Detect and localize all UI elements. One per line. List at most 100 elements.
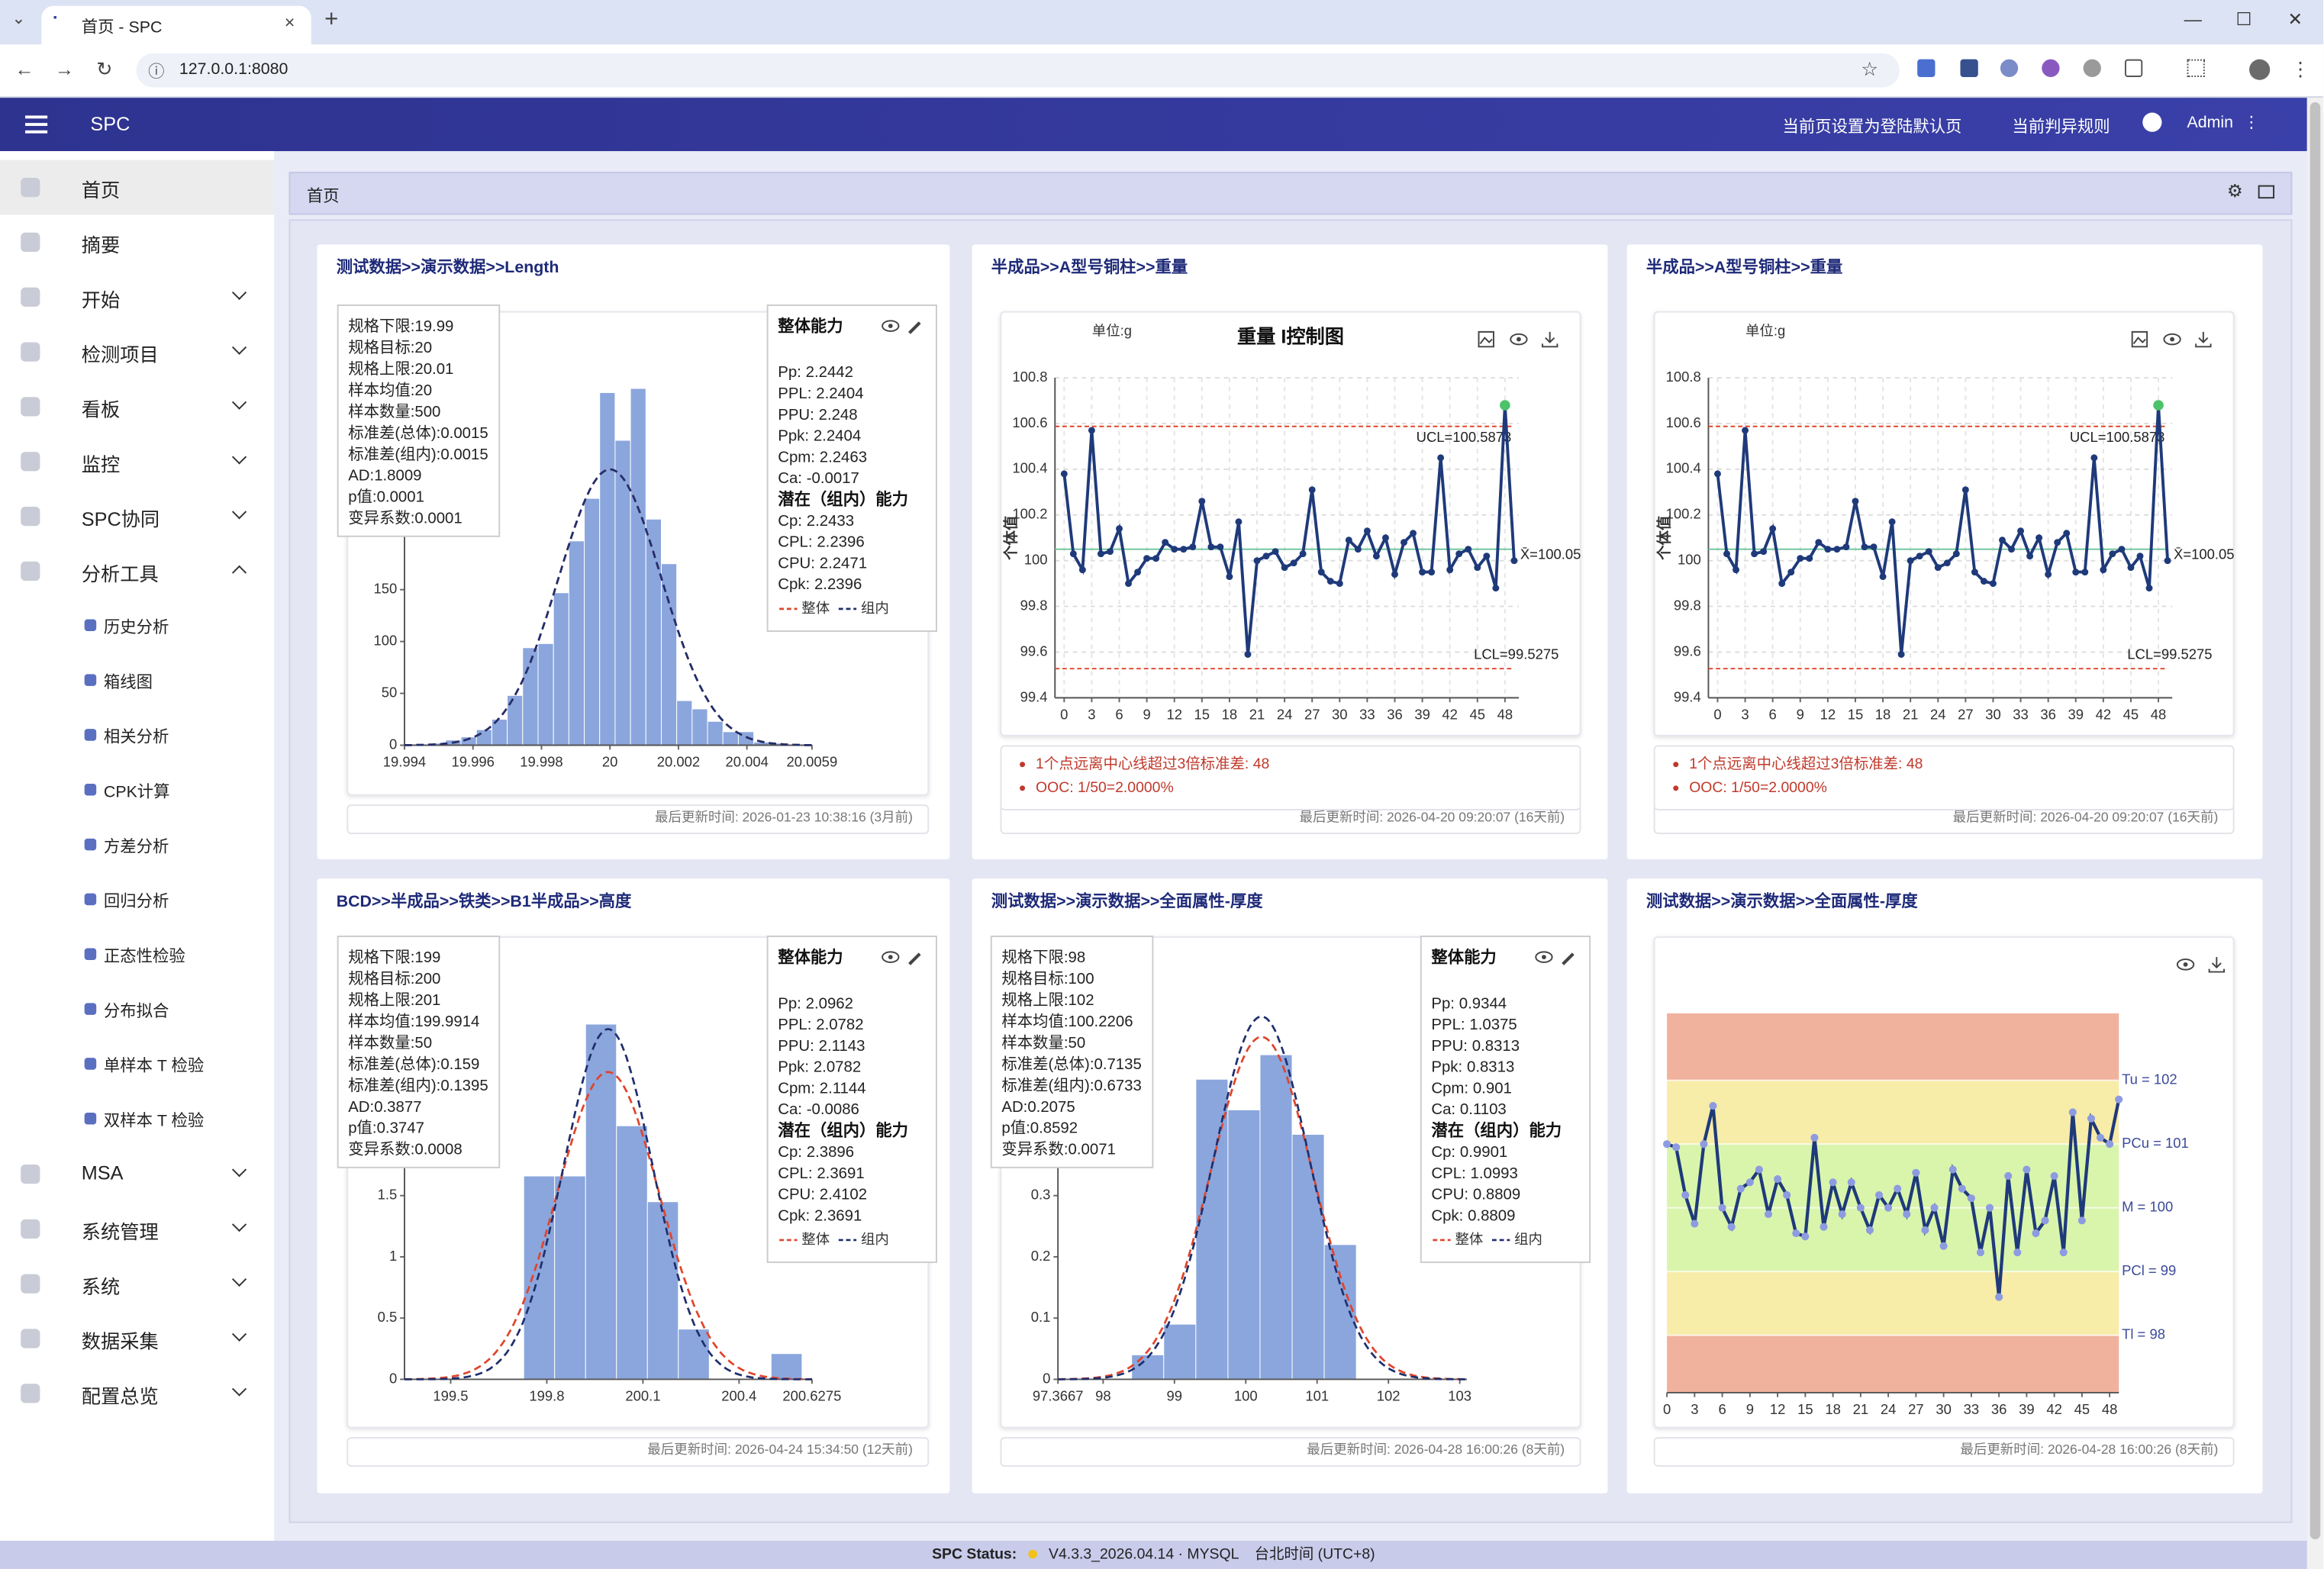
stat-value: 0.7135 — [1094, 1056, 1141, 1073]
nav-subitem[interactable]: CPK计算 — [0, 763, 274, 818]
tool-icon[interactable] — [1542, 331, 1558, 348]
capability-item: Cp: 2.3896 — [778, 1144, 854, 1161]
fullscreen[interactable] — [2258, 185, 2275, 199]
scrollbar[interactable] — [2306, 98, 2324, 1569]
nav-subitem[interactable]: 回归分析 — [0, 872, 274, 927]
point — [1870, 543, 1878, 551]
close-window[interactable]: ✕ — [2287, 8, 2303, 30]
nav-item[interactable]: 看板 — [0, 379, 274, 434]
tool-icon[interactable] — [2208, 957, 2226, 973]
menu-toggle[interactable] — [25, 115, 48, 119]
browser-menu[interactable]: ⋮ — [2290, 57, 2310, 80]
tool-icon[interactable] — [1535, 951, 1553, 963]
nav-item[interactable]: MSA — [0, 1147, 274, 1202]
scroll-thumb[interactable] — [2309, 101, 2321, 1540]
tool-icon[interactable] — [882, 951, 900, 963]
x-tick-label: 20.002 — [657, 754, 700, 770]
settings[interactable]: ⚙ — [2226, 180, 2243, 202]
point — [2008, 546, 2015, 553]
tool-icon[interactable] — [2195, 331, 2212, 348]
extensions — [1917, 59, 2273, 80]
tool-icon[interactable] — [1510, 333, 1528, 346]
tab[interactable]: ▪ 首页 - SPC × — [41, 5, 311, 45]
stat-label: AD: — [348, 1099, 374, 1116]
nav-item[interactable]: 检测项目 — [0, 324, 274, 379]
nav-label: 配置总览 — [81, 1385, 159, 1408]
ext[interactable] — [2000, 59, 2019, 77]
ext[interactable] — [2083, 59, 2101, 77]
point — [1778, 580, 1786, 588]
tool-icon[interactable] — [2176, 958, 2195, 971]
user-menu[interactable]: ⋮ — [2243, 114, 2260, 132]
nav-item[interactable]: SPC协同 — [0, 489, 274, 544]
nav-item[interactable]: 系统 — [0, 1256, 274, 1311]
ext[interactable] — [1917, 59, 1936, 77]
ext[interactable] — [1960, 59, 1978, 77]
point — [2045, 571, 2052, 578]
nav-subitem[interactable]: 相关分析 — [0, 708, 274, 763]
user[interactable]: Admin — [2187, 114, 2234, 132]
nav-subitem[interactable]: 箱线图 — [0, 653, 274, 708]
tool-icon[interactable] — [882, 320, 900, 332]
theme-button[interactable] — [2142, 112, 2162, 132]
reload[interactable]: ↻ — [96, 57, 113, 80]
point — [1226, 573, 1233, 581]
x-tick-label: 24 — [1277, 707, 1293, 723]
x-tick-label: 15 — [1194, 707, 1210, 723]
nav-subitem[interactable]: 正态性检验 — [0, 927, 274, 982]
ext[interactable] — [2042, 59, 2060, 77]
minimize[interactable]: — — [2184, 8, 2202, 30]
nav-subitem[interactable]: 双样本 T 检验 — [0, 1092, 274, 1147]
alert-point: 48 — [1253, 756, 1270, 772]
ext[interactable] — [2187, 59, 2205, 77]
tool-icon[interactable] — [2131, 330, 2148, 348]
capability-item: Cpm: 2.2463 — [778, 449, 867, 466]
site-info[interactable]: ⓘ — [148, 63, 165, 82]
capability-value: 2.2433 — [807, 513, 854, 530]
capability-item: Pp: 2.2442 — [778, 365, 853, 382]
tool-icon[interactable] — [908, 321, 921, 334]
omnibox[interactable]: ⓘ 127.0.0.1:8080 ☆ — [136, 53, 1900, 88]
nav-item[interactable]: 开始 — [0, 269, 274, 324]
nav-subitem[interactable]: 分布拟合 — [0, 982, 274, 1037]
nav-item[interactable]: 数据采集 — [0, 1311, 274, 1366]
new-tab[interactable]: + — [324, 7, 339, 33]
tool-icon[interactable] — [908, 952, 921, 965]
bar — [1227, 1109, 1261, 1380]
nav-icon — [21, 561, 40, 582]
tool-icon[interactable] — [1478, 330, 1494, 348]
back[interactable]: ← — [15, 57, 34, 80]
nav-item[interactable]: 监控 — [0, 434, 274, 489]
tab-menu[interactable]: ⌄ — [11, 10, 26, 28]
nav-item[interactable]: 分析工具 — [0, 543, 274, 598]
nav-item[interactable]: 系统管理 — [0, 1201, 274, 1256]
x-tick-label: 200.4 — [721, 1388, 756, 1404]
tool-icon[interactable] — [1562, 952, 1575, 965]
point — [1764, 1210, 1773, 1219]
tab-close[interactable]: × — [284, 11, 295, 33]
stat-value: 0.0015 — [440, 446, 488, 463]
nav-item[interactable]: 首页 — [0, 159, 275, 215]
status-label: SPC Status: — [932, 1546, 1017, 1564]
header-action[interactable]: 当前判异规则 — [2012, 118, 2110, 137]
maximize[interactable]: ☐ — [2235, 8, 2252, 30]
x-tick-label: 6 — [1718, 1401, 1726, 1417]
tool-icon[interactable] — [2163, 333, 2181, 346]
nav-subitem[interactable]: 单样本 T 检验 — [0, 1037, 274, 1092]
y-tick-label: 100.4 — [1666, 460, 1701, 476]
nav-item[interactable]: 摘要 — [0, 215, 274, 270]
point — [2072, 569, 2080, 576]
forward[interactable]: → — [54, 57, 75, 80]
nav-subitem[interactable]: 历史分析 — [0, 598, 274, 653]
profile[interactable] — [2249, 59, 2271, 80]
nav-subitem[interactable]: 方差分析 — [0, 818, 274, 873]
nav-item[interactable]: 配置总览 — [0, 1366, 274, 1421]
header-action[interactable]: 当前页设置为登陆默认页 — [1782, 118, 1962, 137]
bar — [584, 498, 601, 746]
lcl-label: LCL=99.5275 — [2127, 646, 2212, 662]
ext[interactable] — [2124, 59, 2143, 77]
stat: 标准差(总体):0.159 — [348, 1055, 479, 1073]
capability-item: Ppk: 2.0782 — [778, 1059, 861, 1076]
bookmark[interactable]: ☆ — [1861, 57, 1879, 80]
point — [1446, 566, 1454, 574]
